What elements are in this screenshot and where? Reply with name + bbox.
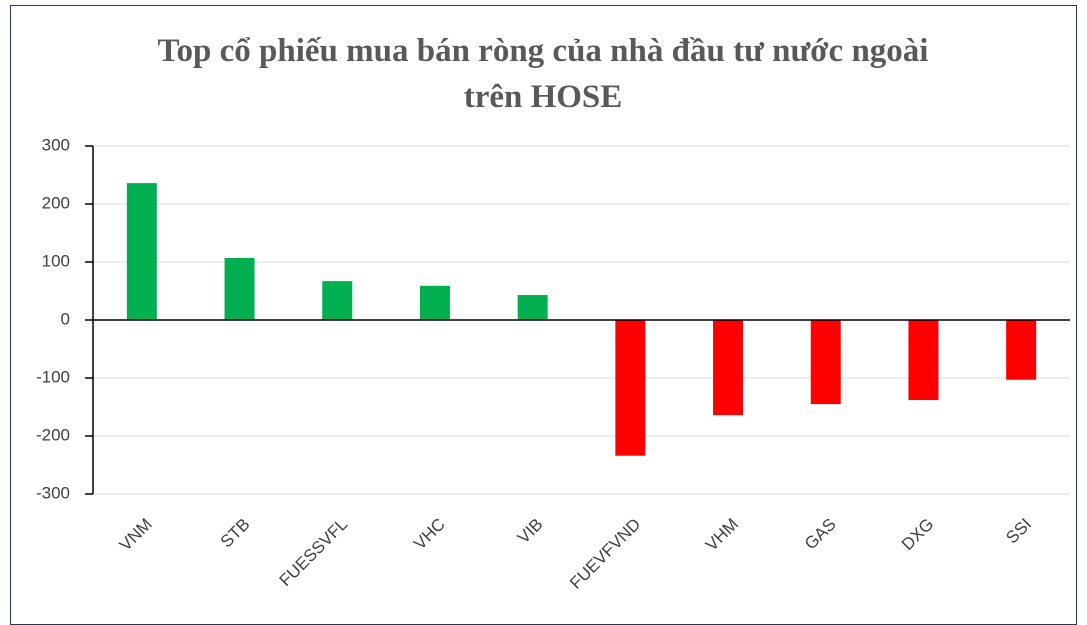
bar	[810, 320, 841, 405]
bar	[126, 183, 157, 320]
bar	[713, 320, 744, 416]
x-tick-label: VIB	[514, 515, 547, 548]
bar	[908, 320, 939, 401]
bar	[322, 281, 353, 320]
y-tick-label: -300	[36, 483, 70, 502]
x-tick-label: FUESSVFL	[276, 515, 352, 591]
y-tick-label: -100	[36, 367, 70, 386]
y-tick-label: -200	[36, 425, 70, 444]
bar	[517, 295, 548, 320]
x-tick-label: VHM	[702, 515, 742, 555]
x-tick-label: DXG	[898, 515, 937, 554]
bar	[224, 257, 255, 320]
x-tick-label: VNM	[116, 515, 156, 555]
y-tick-label: 0	[61, 309, 70, 328]
bar	[419, 285, 450, 320]
x-tick-label: FUEVFVND	[566, 515, 644, 593]
x-tick-label: GAS	[801, 515, 840, 554]
x-tick-label: SSI	[1002, 515, 1035, 548]
x-tick-label: STB	[217, 515, 254, 552]
bar	[615, 320, 646, 456]
x-tick-label: VHC	[410, 515, 449, 554]
chart-title: Top cổ phiếu mua bán ròng của nhà đầu tư…	[157, 33, 929, 115]
y-tick-label: 200	[42, 193, 70, 212]
y-tick-label: 300	[42, 135, 70, 154]
y-tick-label: 100	[42, 251, 70, 270]
bar	[1006, 320, 1037, 380]
